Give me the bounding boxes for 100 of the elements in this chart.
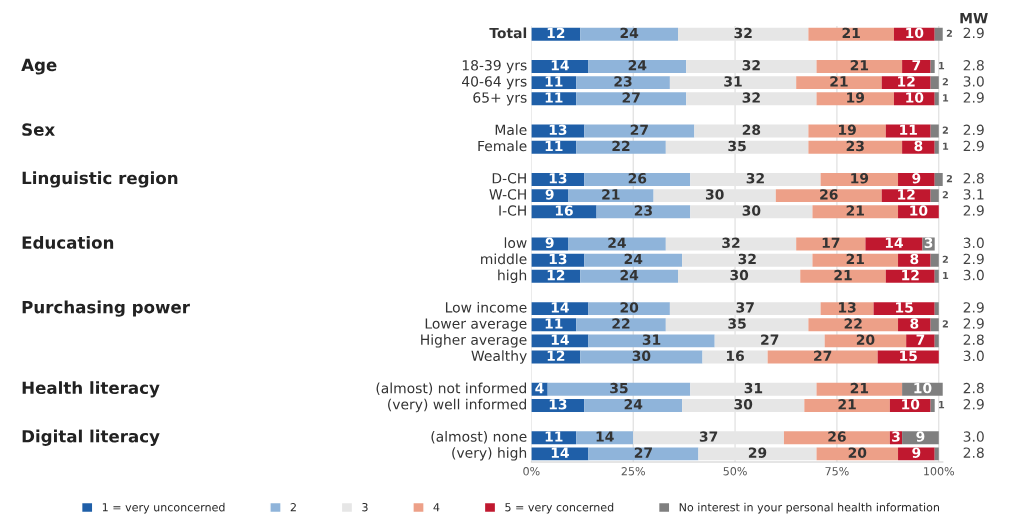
text: 2.9 xyxy=(963,205,984,216)
data-label: 27 xyxy=(761,334,779,345)
bar xyxy=(584,399,683,412)
bar xyxy=(934,269,939,283)
y-tick-label: (almost) not informed xyxy=(376,382,526,395)
data-label: 24 xyxy=(608,237,626,248)
data-label: 10 xyxy=(906,27,924,39)
bar xyxy=(576,76,670,90)
data-label: 3 xyxy=(924,237,933,249)
data-label: 1 xyxy=(943,94,949,102)
data-label: 21 xyxy=(846,205,864,216)
legend-label: 1 = very unconcerned xyxy=(102,502,225,514)
bar xyxy=(824,334,907,348)
text: 3.0 xyxy=(963,431,984,442)
data-label: 20 xyxy=(620,302,639,313)
bar xyxy=(934,302,939,316)
data-label: 24 xyxy=(620,27,639,38)
legend-label: No interest in your personal health information xyxy=(679,502,939,514)
data-label: 11 xyxy=(545,318,563,329)
x-tick-label: 0% xyxy=(523,467,540,476)
y-tick-label: Lower average xyxy=(425,318,527,332)
data-label: 30 xyxy=(632,350,651,362)
data-label: 27 xyxy=(630,124,648,135)
text: 3.0 xyxy=(963,237,984,249)
data-label: 16 xyxy=(726,350,744,362)
data-label: 24 xyxy=(624,253,643,265)
data-label: 10 xyxy=(906,92,924,103)
data-label: 1 xyxy=(939,401,945,409)
data-label: 23 xyxy=(614,76,632,87)
text: 2.9 xyxy=(963,253,984,265)
data-label: 21 xyxy=(846,253,864,265)
data-label: 19 xyxy=(851,173,869,184)
bar xyxy=(902,431,939,445)
text: 3.0 xyxy=(963,76,984,87)
data-label: 11 xyxy=(545,76,563,87)
data-label: 8 xyxy=(910,318,919,329)
bar xyxy=(934,447,939,461)
bar xyxy=(576,140,666,154)
data-label: 32 xyxy=(738,253,756,265)
bar xyxy=(584,173,691,186)
data-label: 13 xyxy=(549,124,567,136)
data-label: 28 xyxy=(742,124,761,136)
bar xyxy=(816,92,894,106)
data-label: 31 xyxy=(744,382,763,394)
bar xyxy=(930,189,939,203)
data-label: 26 xyxy=(828,431,846,442)
bar xyxy=(588,334,715,348)
data-label: 1 xyxy=(943,271,949,279)
data-label: 14 xyxy=(551,447,569,458)
bar xyxy=(930,76,939,90)
bar xyxy=(547,382,691,396)
text: 2.8 xyxy=(963,447,984,458)
bar xyxy=(930,318,939,332)
data-label: 14 xyxy=(551,334,569,345)
text: Digital literacy xyxy=(22,429,160,446)
data-label: 24 xyxy=(628,59,647,71)
bar xyxy=(934,92,939,106)
data-label: 9 xyxy=(545,237,554,249)
data-label: 30 xyxy=(734,398,753,410)
text: 2.9 xyxy=(963,398,984,410)
data-label: 32 xyxy=(742,59,760,71)
bar xyxy=(930,124,939,138)
text: 2.9 xyxy=(963,140,984,152)
bar xyxy=(588,60,687,73)
data-label: 35 xyxy=(728,318,746,329)
y-tick-label: Higher average xyxy=(421,334,527,348)
text: 2.9 xyxy=(963,92,984,103)
data-label: 14 xyxy=(551,60,569,71)
data-label: 2 xyxy=(942,320,948,328)
data-label: 2 xyxy=(942,255,948,263)
data-label: 3 xyxy=(892,431,900,442)
y-tick-label: middle xyxy=(481,253,527,265)
data-label: 7 xyxy=(912,60,921,71)
data-label: 13 xyxy=(839,302,856,313)
data-label: 22 xyxy=(844,318,862,329)
data-label: 17 xyxy=(822,237,840,248)
data-label: 11 xyxy=(545,92,563,103)
legend-label: 4 xyxy=(433,503,440,512)
y-tick-label: D-CH xyxy=(492,172,526,184)
data-label: 2 xyxy=(942,78,948,86)
bar xyxy=(584,253,683,267)
bar xyxy=(783,431,890,445)
bar xyxy=(812,253,899,267)
text: 2.8 xyxy=(963,382,984,394)
y-tick-label: Wealthy xyxy=(471,350,527,364)
text: 3.1 xyxy=(963,189,984,200)
data-label: 21 xyxy=(842,27,860,38)
bar xyxy=(796,76,882,90)
text: MW xyxy=(960,13,988,24)
data-label: 32 xyxy=(734,27,752,39)
data-label: 32 xyxy=(722,237,740,249)
data-label: 21 xyxy=(834,269,852,281)
data-label: 19 xyxy=(839,124,856,136)
data-label: 21 xyxy=(838,398,856,410)
y-tick-label: 18-39 yrs xyxy=(462,59,527,74)
data-label: 21 xyxy=(602,189,620,200)
data-label: 14 xyxy=(551,302,569,313)
y-tick-label: I-CH xyxy=(499,205,526,216)
bar xyxy=(808,318,899,332)
data-label: 11 xyxy=(545,140,563,152)
